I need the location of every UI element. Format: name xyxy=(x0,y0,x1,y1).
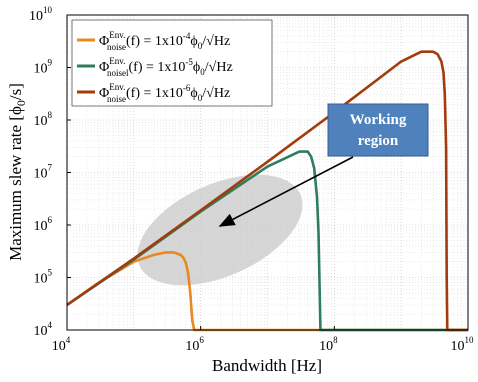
y-tick-label: 105 xyxy=(34,268,53,287)
y-tick-label: 109 xyxy=(34,58,53,77)
series-lines xyxy=(66,50,468,332)
tick-labels: 104 106 108 1010 104 105 106 107 108 109 1010 xyxy=(29,5,474,354)
legend-label-2: ΦEnv. noisel(f) = 1x10-5ϕ0/√Hz xyxy=(99,56,233,78)
y-axis-label: Maximum slew rate [ϕ0/s] xyxy=(6,83,28,261)
x-tick-label: 104 xyxy=(52,335,71,354)
y-tick-label: 107 xyxy=(34,163,53,182)
y-tick-label: 1010 xyxy=(29,5,53,24)
y-tick-label: 106 xyxy=(34,215,53,234)
working-region-box xyxy=(327,103,429,157)
working-region-annotation: Working region xyxy=(327,103,429,157)
x-tick-label: 1010 xyxy=(451,335,475,354)
annotation-arrow xyxy=(218,156,354,227)
y-tick-label: 108 xyxy=(34,110,53,129)
legend: ΦEnv. noise(f) = 1x10-4ϕ0/√Hz ΦEnv. noisel(… xyxy=(71,19,273,107)
x-tick-label: 108 xyxy=(319,335,338,354)
x-tick-label: 106 xyxy=(185,335,204,354)
y-tick-label: 104 xyxy=(34,320,53,339)
working-region-line2: region xyxy=(358,133,399,149)
legend-label-1: ΦEnv. noise(f) = 1x10-4ϕ0/√Hz xyxy=(99,30,230,52)
working-region-ellipse xyxy=(137,174,303,286)
x-axis-label: Bandwidth [Hz] xyxy=(212,356,322,375)
series-line-1 xyxy=(66,251,468,332)
legend-entries: ΦEnv. noise(f) = 1x10-4ϕ0/√Hz ΦEnv. noisel(… xyxy=(77,30,233,104)
legend-label-3: ΦEnv. noise(f) = 1x10-6ϕ0/√Hz xyxy=(99,82,230,104)
working-region-line1: Working xyxy=(350,112,407,128)
series-line-3 xyxy=(66,50,468,332)
legend-box xyxy=(71,19,273,107)
